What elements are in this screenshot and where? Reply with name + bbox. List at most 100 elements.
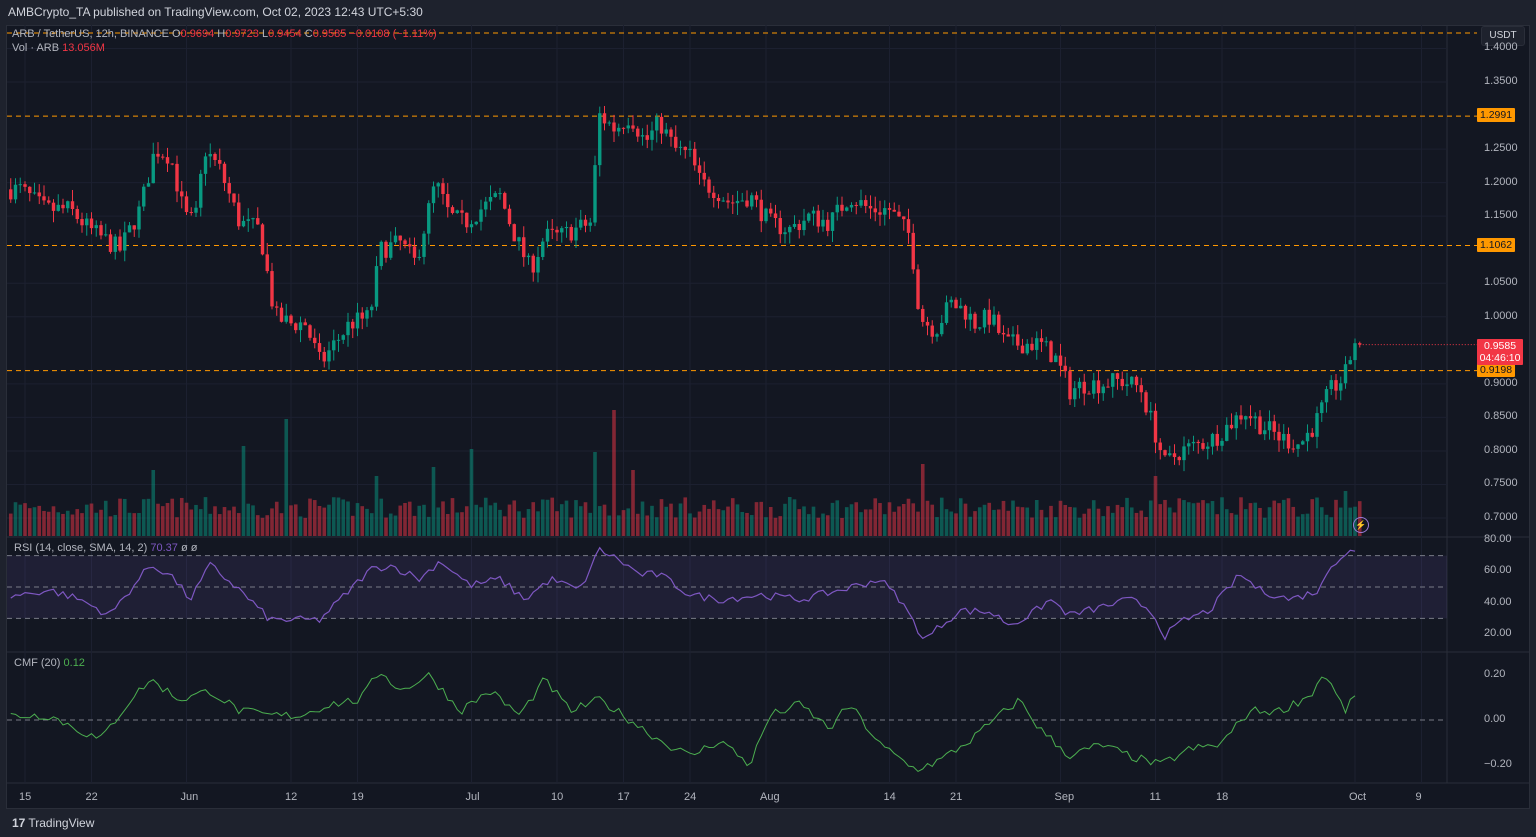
symbol-name[interactable]: ARB / TetherUS, 12h, BINANCE [12,28,169,40]
volume-bar [369,513,374,536]
candle [1168,453,1172,456]
volume-bar [669,503,673,536]
candle [294,323,298,331]
cmf-label[interactable]: CMF (20) [14,657,61,669]
candle [892,209,896,212]
volume-bar [901,503,906,536]
volume-bar [578,506,583,536]
lightning-icon[interactable]: ⚡ [1353,517,1369,533]
volume-bar [612,410,616,536]
volume-bar [859,512,863,536]
time-tick-label: 21 [950,791,963,803]
volume-bar [992,509,996,536]
candle [868,205,873,209]
level-price-tag: 0.9198 [1477,362,1515,377]
volume-bar [1110,512,1115,536]
candle [935,334,939,337]
volume-legend: Vol · ARB 13.056M [12,42,105,54]
volume-bar [431,467,436,536]
volume-bar [122,498,127,536]
candle [298,322,303,331]
candle [1339,383,1343,391]
candle [678,146,683,148]
volume-bar [1091,500,1096,536]
candle [1206,446,1210,449]
volume-bar [787,497,792,536]
volume-bar [1215,514,1220,536]
candle [1120,378,1124,387]
price-tick-label: 1.1500 [1484,209,1518,222]
volume-bar [1177,498,1182,536]
volume-bar [1348,507,1353,536]
volume-bar [336,497,341,536]
price-tick-label: 1.3500 [1484,75,1518,87]
volume-bar [1229,513,1234,536]
cmf-value: 0.12 [63,657,85,669]
volume-bar [635,513,640,536]
volume-bar [768,507,773,536]
volume-bar [1319,507,1324,536]
volume-bar [555,511,559,536]
candle [1343,364,1348,384]
volume-bar [232,506,236,536]
candle [1296,444,1300,449]
candle [1025,343,1029,354]
time-tick-label: Aug [760,791,780,803]
volume-bar [730,498,735,536]
volume-bar [1243,509,1248,536]
volume-bar [374,476,379,536]
volume-bar [1011,500,1015,536]
candle [346,321,350,336]
volume-bar [227,510,232,536]
candle [260,224,265,255]
volume-bar [80,513,84,536]
candle [94,225,98,229]
candle [13,184,18,200]
candle [412,246,417,258]
candle [460,210,464,213]
candle [142,186,146,207]
volume-bar [384,517,388,536]
candle [303,322,307,326]
candle [1353,343,1357,361]
volume-bar [146,498,151,536]
volume-bar [607,515,612,536]
currency-button[interactable]: USDT [1481,26,1525,46]
volume-bar [1305,513,1310,536]
candle [835,204,839,213]
volume-bar [1224,509,1229,536]
volume-bar [616,515,621,536]
volume-bar [1239,497,1243,536]
volume-bar [8,513,13,536]
time-tick-label: 12 [285,791,298,803]
candle [1177,457,1181,461]
volume-label[interactable]: Vol · ARB [12,42,60,54]
candle [1234,415,1238,429]
candle [550,228,554,230]
candle [9,189,13,200]
candle [213,153,217,160]
volume-bar [1120,507,1125,536]
candle [227,183,231,194]
candle [906,219,911,233]
candle [1282,433,1286,441]
candle [1087,393,1091,395]
bar-countdown: 04:46:10 [1479,352,1521,364]
volume-bar [441,501,445,536]
candle [355,312,360,329]
candle [997,314,1001,333]
volume-bar [1148,500,1153,536]
candle [778,218,782,235]
price-tick-label: 0.9000 [1484,376,1518,389]
candle [1258,416,1262,435]
volume-bar [574,500,578,536]
rsi-label[interactable]: RSI (14, close, SMA, 14, 2) [14,542,148,554]
volume-bar [1058,500,1063,536]
candle [745,200,749,207]
volume-bar [1153,476,1158,536]
volume-bar [811,506,816,536]
candle [963,305,968,320]
candle [146,183,151,187]
last-price-tag: 0.9585 04:46:10 [1477,339,1523,365]
